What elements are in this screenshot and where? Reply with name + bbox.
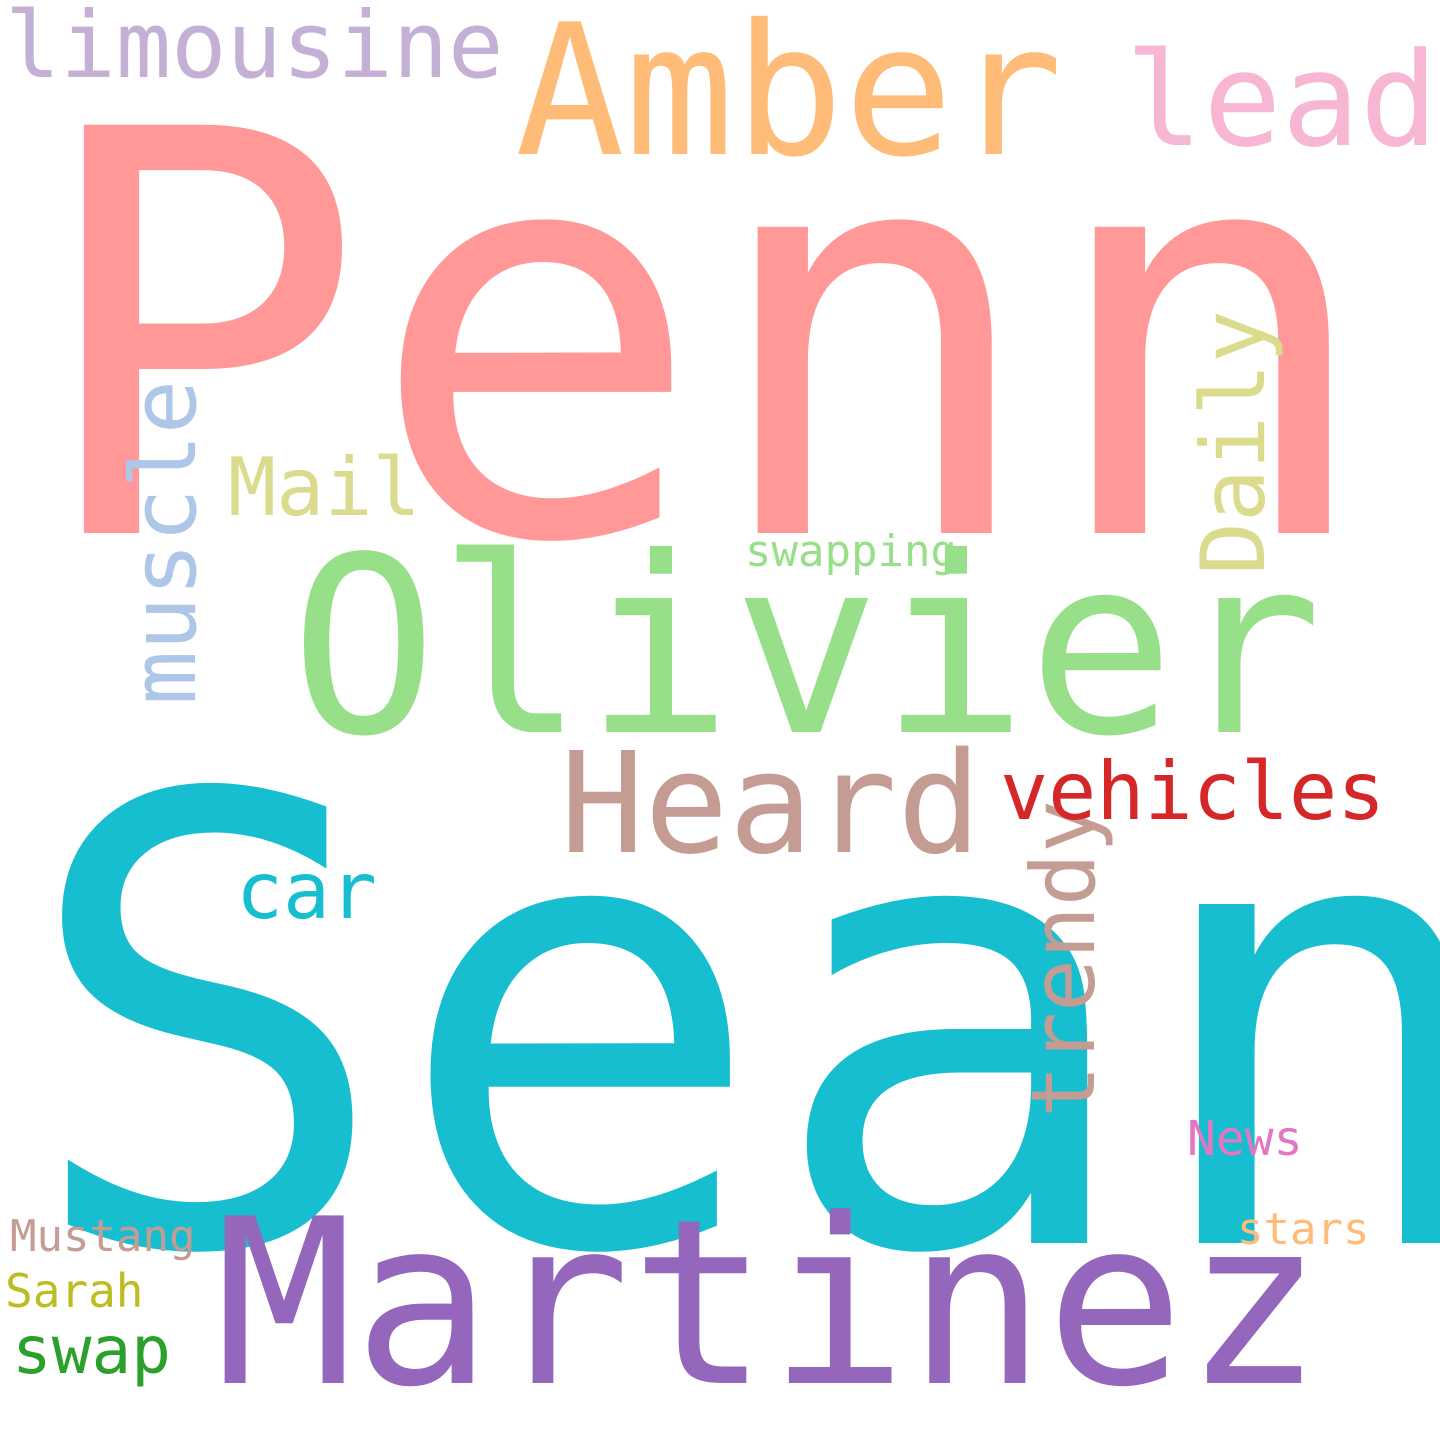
word-penn: Penn [30,14,1379,666]
word-muscle: muscle [112,379,217,705]
word-swapping: swapping [745,526,957,577]
word-news: News [1187,1111,1303,1167]
word-sarah: Sarah [5,1264,144,1318]
word-mail: Mail [228,441,421,534]
word-car: car [236,847,377,937]
word-amber: Amber [515,0,1063,197]
word-vehicles: vehicles [1000,745,1386,838]
word-daily: Daily [1182,310,1285,575]
word-limousine: limousine [5,0,504,99]
word-lead: lead [1125,24,1439,176]
word-stars: stars [1237,1204,1370,1255]
word-trendy: trendy [1012,800,1115,1118]
word-swap: swap [12,1312,171,1389]
word-sean: Sean [20,669,1440,1390]
word-martinez: Martinez [215,1171,1323,1438]
word-mustang: Mustang [10,1211,196,1262]
word-heard: Heard [560,723,982,886]
word-olivier: Olivier [290,505,1323,790]
